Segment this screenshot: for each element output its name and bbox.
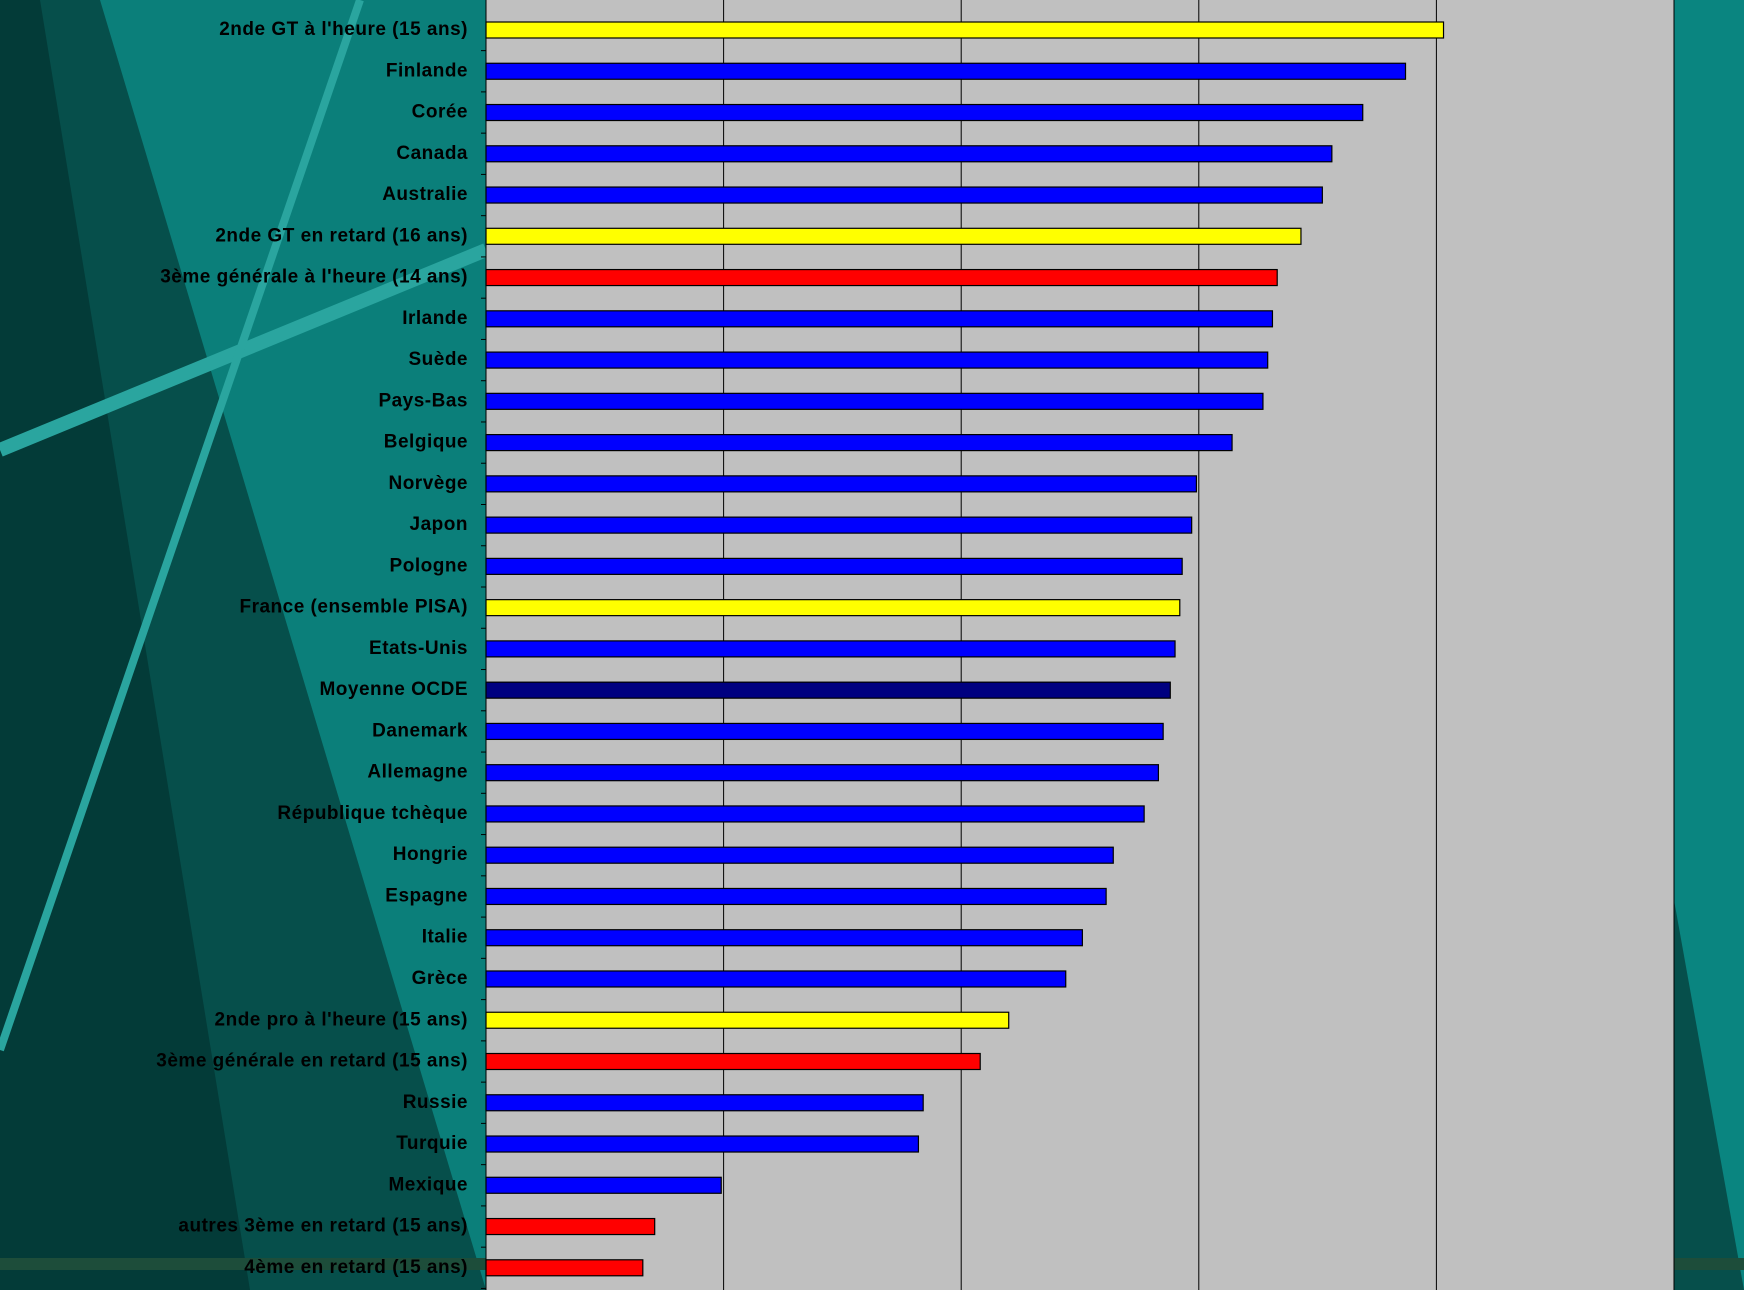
y-tick-label: Canada	[396, 143, 468, 164]
bar	[485, 1052, 981, 1071]
bar	[485, 557, 1183, 575]
y-tick-label: Irlande	[402, 308, 468, 329]
bar	[485, 764, 1160, 782]
y-tick-label: Finlande	[386, 60, 468, 81]
y-tick-label: France (ensemble PISA)	[239, 597, 468, 618]
background-shape	[1674, 900, 1744, 1290]
bar	[485, 268, 1278, 287]
y-tick-label: Pologne	[390, 555, 468, 576]
y-tick-label: 2nde GT en retard (16 ans)	[215, 225, 468, 246]
bar	[485, 21, 1445, 39]
y-tick-label: Etats-Unis	[369, 638, 468, 659]
bar	[485, 846, 1114, 864]
background-shape	[0, 0, 250, 1290]
y-tick-label: Norvège	[388, 473, 468, 494]
y-tick-label: Mexique	[388, 1174, 468, 1195]
bar	[485, 805, 1145, 823]
bar	[485, 1011, 1010, 1029]
bar	[485, 516, 1193, 534]
bar	[485, 1217, 656, 1236]
y-tick-label: Corée	[412, 102, 468, 123]
y-tick-label: Hongrie	[393, 844, 468, 865]
y-tick-label: Espagne	[385, 885, 468, 906]
y-tick-label: Allemagne	[367, 762, 468, 783]
bar	[485, 1259, 644, 1277]
bar	[485, 970, 1067, 988]
bar	[485, 1094, 924, 1112]
bar	[485, 681, 1171, 699]
bar	[485, 722, 1164, 741]
bar	[485, 929, 1083, 947]
y-tick-label: Australie	[382, 184, 468, 205]
y-tick-label: 3ème générale en retard (15 ans)	[156, 1051, 468, 1072]
bar	[485, 103, 1364, 122]
y-tick-label: 4ème en retard (15 ans)	[244, 1257, 468, 1278]
y-tick-label: Russie	[403, 1092, 468, 1113]
bar	[485, 887, 1107, 906]
bar	[485, 310, 1274, 328]
y-tick-label: Italie	[422, 927, 468, 948]
bar	[485, 434, 1233, 452]
y-tick-label: Grèce	[412, 968, 468, 989]
y-tick-label: République tchèque	[277, 803, 468, 824]
bar	[485, 392, 1264, 410]
y-tick-label: Japon	[410, 514, 468, 535]
bar	[485, 475, 1198, 493]
y-tick-label: Pays-Bas	[378, 390, 468, 411]
y-tick-label: 2nde pro à l'heure (15 ans)	[215, 1009, 468, 1030]
y-tick-label: Belgique	[384, 432, 468, 453]
y-tick-label: Suède	[408, 349, 468, 370]
bar	[485, 1176, 722, 1194]
background-shape	[1674, 0, 1744, 1290]
bar	[485, 1135, 920, 1153]
bar	[485, 145, 1333, 163]
bar	[485, 599, 1181, 617]
y-tick-label: Turquie	[396, 1133, 468, 1154]
bar	[485, 640, 1176, 658]
y-tick-label: Moyenne OCDE	[319, 679, 468, 700]
bar	[485, 227, 1302, 245]
bar	[485, 351, 1269, 369]
bar	[485, 186, 1323, 204]
background-line	[0, 0, 364, 1052]
y-tick-label: 2nde GT à l'heure (15 ans)	[219, 19, 468, 40]
bar	[485, 62, 1407, 80]
y-tick-label: 3ème générale à l'heure (14 ans)	[160, 267, 468, 288]
y-tick-label: Danemark	[372, 720, 468, 741]
y-tick-label: autres 3ème en retard (15 ans)	[178, 1216, 468, 1237]
